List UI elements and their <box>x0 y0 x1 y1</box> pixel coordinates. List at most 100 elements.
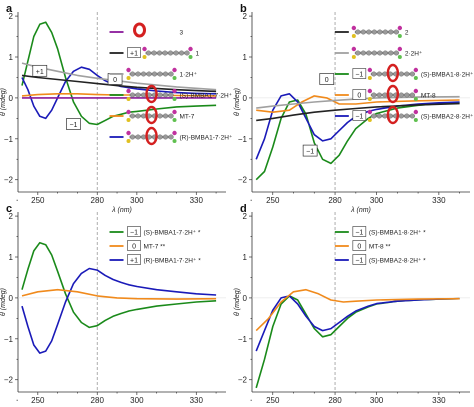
legend-badge-text: −1 <box>355 72 363 79</box>
legend-badge <box>352 110 367 121</box>
legend-entry: −1 (S)-BMBA1-8·2H⁺ * <box>334 226 426 237</box>
legend-molecule-rotaxane <box>126 105 177 125</box>
legend-label: (R)-BMBA1-7·2H⁺ <box>180 135 233 142</box>
annotation-text: +1 <box>36 69 44 76</box>
y-tick-label: −1 <box>238 335 248 344</box>
annotation-text: 0 <box>325 77 329 84</box>
legend-entry: +1 (R)-BMBA1-7·2H⁺ * <box>109 254 201 265</box>
x-tick-label: 300 <box>370 396 384 405</box>
panel-label: d <box>240 203 247 215</box>
series-blue-line <box>21 267 217 354</box>
annotation-text: −1 <box>69 122 77 129</box>
legend-molecule-rod <box>126 67 177 80</box>
series-blue-line <box>21 66 217 120</box>
legend-label: MT-8 ** <box>369 244 391 251</box>
panel-label: b <box>240 3 247 15</box>
x-tick-label: 280 <box>91 396 105 405</box>
legend-molecule-rotaxane <box>126 126 177 146</box>
legend-label: (S)-BMBA2-8·2H⁺ <box>421 114 474 121</box>
legend-entry: MT-7 <box>109 105 195 125</box>
y-tick-label: 1 <box>9 253 14 262</box>
y-tick-label: 1 <box>243 253 248 262</box>
legend-label: (S)-BMBA2-8·2H⁺ * <box>369 258 426 265</box>
legend-molecule-rotaxane <box>126 84 177 104</box>
series-black-line <box>256 102 460 122</box>
legend-entry: 1·2H⁺ <box>109 67 198 80</box>
legend-label: 2·2H⁺ <box>405 51 423 58</box>
y-tick-label: −1 <box>238 135 248 144</box>
legend-badge <box>127 226 141 237</box>
annotation-badge: −1 <box>66 118 81 130</box>
y-axis-label: θ (mdeg) <box>234 88 241 116</box>
y-axis-label: θ (mdeg) <box>0 88 7 116</box>
x-tick-label: 300 <box>370 196 384 205</box>
legend-label: MT-7 <box>180 114 195 121</box>
y-tick-label: 0 <box>9 94 14 103</box>
x-tick-label: 300 <box>130 396 144 405</box>
y-tick-label: −2 <box>238 376 248 385</box>
x-tick-label: 280 <box>328 396 342 405</box>
legend-entry: 2·2H⁺ <box>334 46 423 59</box>
series-black-line <box>21 74 217 93</box>
legend-molecule-rod <box>351 25 403 38</box>
y-tick-label: −2 <box>4 176 14 185</box>
legend-badge <box>352 240 367 251</box>
y-tick-label: 2 <box>9 12 14 21</box>
y-tick-label: 0 <box>243 294 248 303</box>
legend-label: (S)-BMBA1-8·2H⁺ * <box>369 230 426 237</box>
legend-entry: −1 (S)-BMBA1-7·2H⁺ * <box>109 226 201 237</box>
y-tick-label: 0 <box>9 294 14 303</box>
x-axis-label: λ (nm) <box>350 207 371 214</box>
annotation-text: 0 <box>113 77 117 84</box>
legend-entry: 0 MT-8 <box>334 84 436 104</box>
legend-label: MT-7 ** <box>144 244 166 251</box>
legend-entry: 0 MT-8 ** <box>334 240 391 251</box>
panel-label: a <box>6 3 13 15</box>
legend-molecule-rod <box>142 46 193 59</box>
x-tick-label: 250 <box>31 196 45 205</box>
annotation-badge: −1 <box>302 144 318 157</box>
legend-entry: +1 1 <box>109 46 200 59</box>
legend-molecule-rotaxane <box>367 63 419 83</box>
legend-entry: −1 (S)-BMBA1-8·2H⁺ <box>334 63 474 83</box>
legend-label: MT-8 <box>421 93 436 100</box>
legend-badge <box>352 68 367 79</box>
legend-badge-text: −1 <box>355 114 363 121</box>
legend-badge-text: 0 <box>357 93 361 100</box>
y-tick-label: −2 <box>4 376 14 385</box>
legend-entry: 0 MT-7 ** <box>109 240 166 251</box>
legend-label: 1·2H⁺ <box>180 72 198 79</box>
x-tick-label: 330 <box>190 196 204 205</box>
legend-molecule-rod <box>351 46 403 59</box>
legend-badge-text: −1 <box>355 230 363 237</box>
series-green-line <box>255 99 460 181</box>
x-tick-label: 300 <box>130 196 144 205</box>
annotation-badge: 0 <box>319 73 335 85</box>
x-tick-label: 250 <box>266 196 280 205</box>
series-orange-line <box>21 288 217 300</box>
legend-entry: (R)-BMBA1-7·2H⁺ <box>109 126 233 146</box>
series-blue-line <box>255 295 460 352</box>
y-tick-label: 2 <box>9 212 14 221</box>
legend-badge <box>127 254 141 265</box>
annotation-badge: 0 <box>107 73 123 85</box>
legend-entry: 3 <box>109 22 184 38</box>
legend-badge-text: 0 <box>357 244 361 251</box>
y-tick-label: −1 <box>4 135 14 144</box>
x-tick-label: 330 <box>432 396 446 405</box>
x-tick-label: 330 <box>432 196 446 205</box>
series-green-line <box>21 21 217 126</box>
y-tick-label: −2 <box>238 176 248 185</box>
y-tick-label: 2 <box>243 212 248 221</box>
legend-badge <box>127 240 141 251</box>
legend-entry: −1 (S)-BMBA2-8·2H⁺ <box>334 105 474 125</box>
x-tick-label: 330 <box>190 396 204 405</box>
legend-badge <box>352 226 367 237</box>
series-orange-line <box>255 288 460 332</box>
legend-entry: −1 (S)-BMBA2-8·2H⁺ * <box>334 254 426 265</box>
panel-label: c <box>6 203 12 215</box>
legend-molecule-rotaxane <box>367 105 419 125</box>
legend-label: (S)-BMBA1-8·2H⁺ <box>421 72 474 79</box>
legend-badge <box>352 89 367 100</box>
